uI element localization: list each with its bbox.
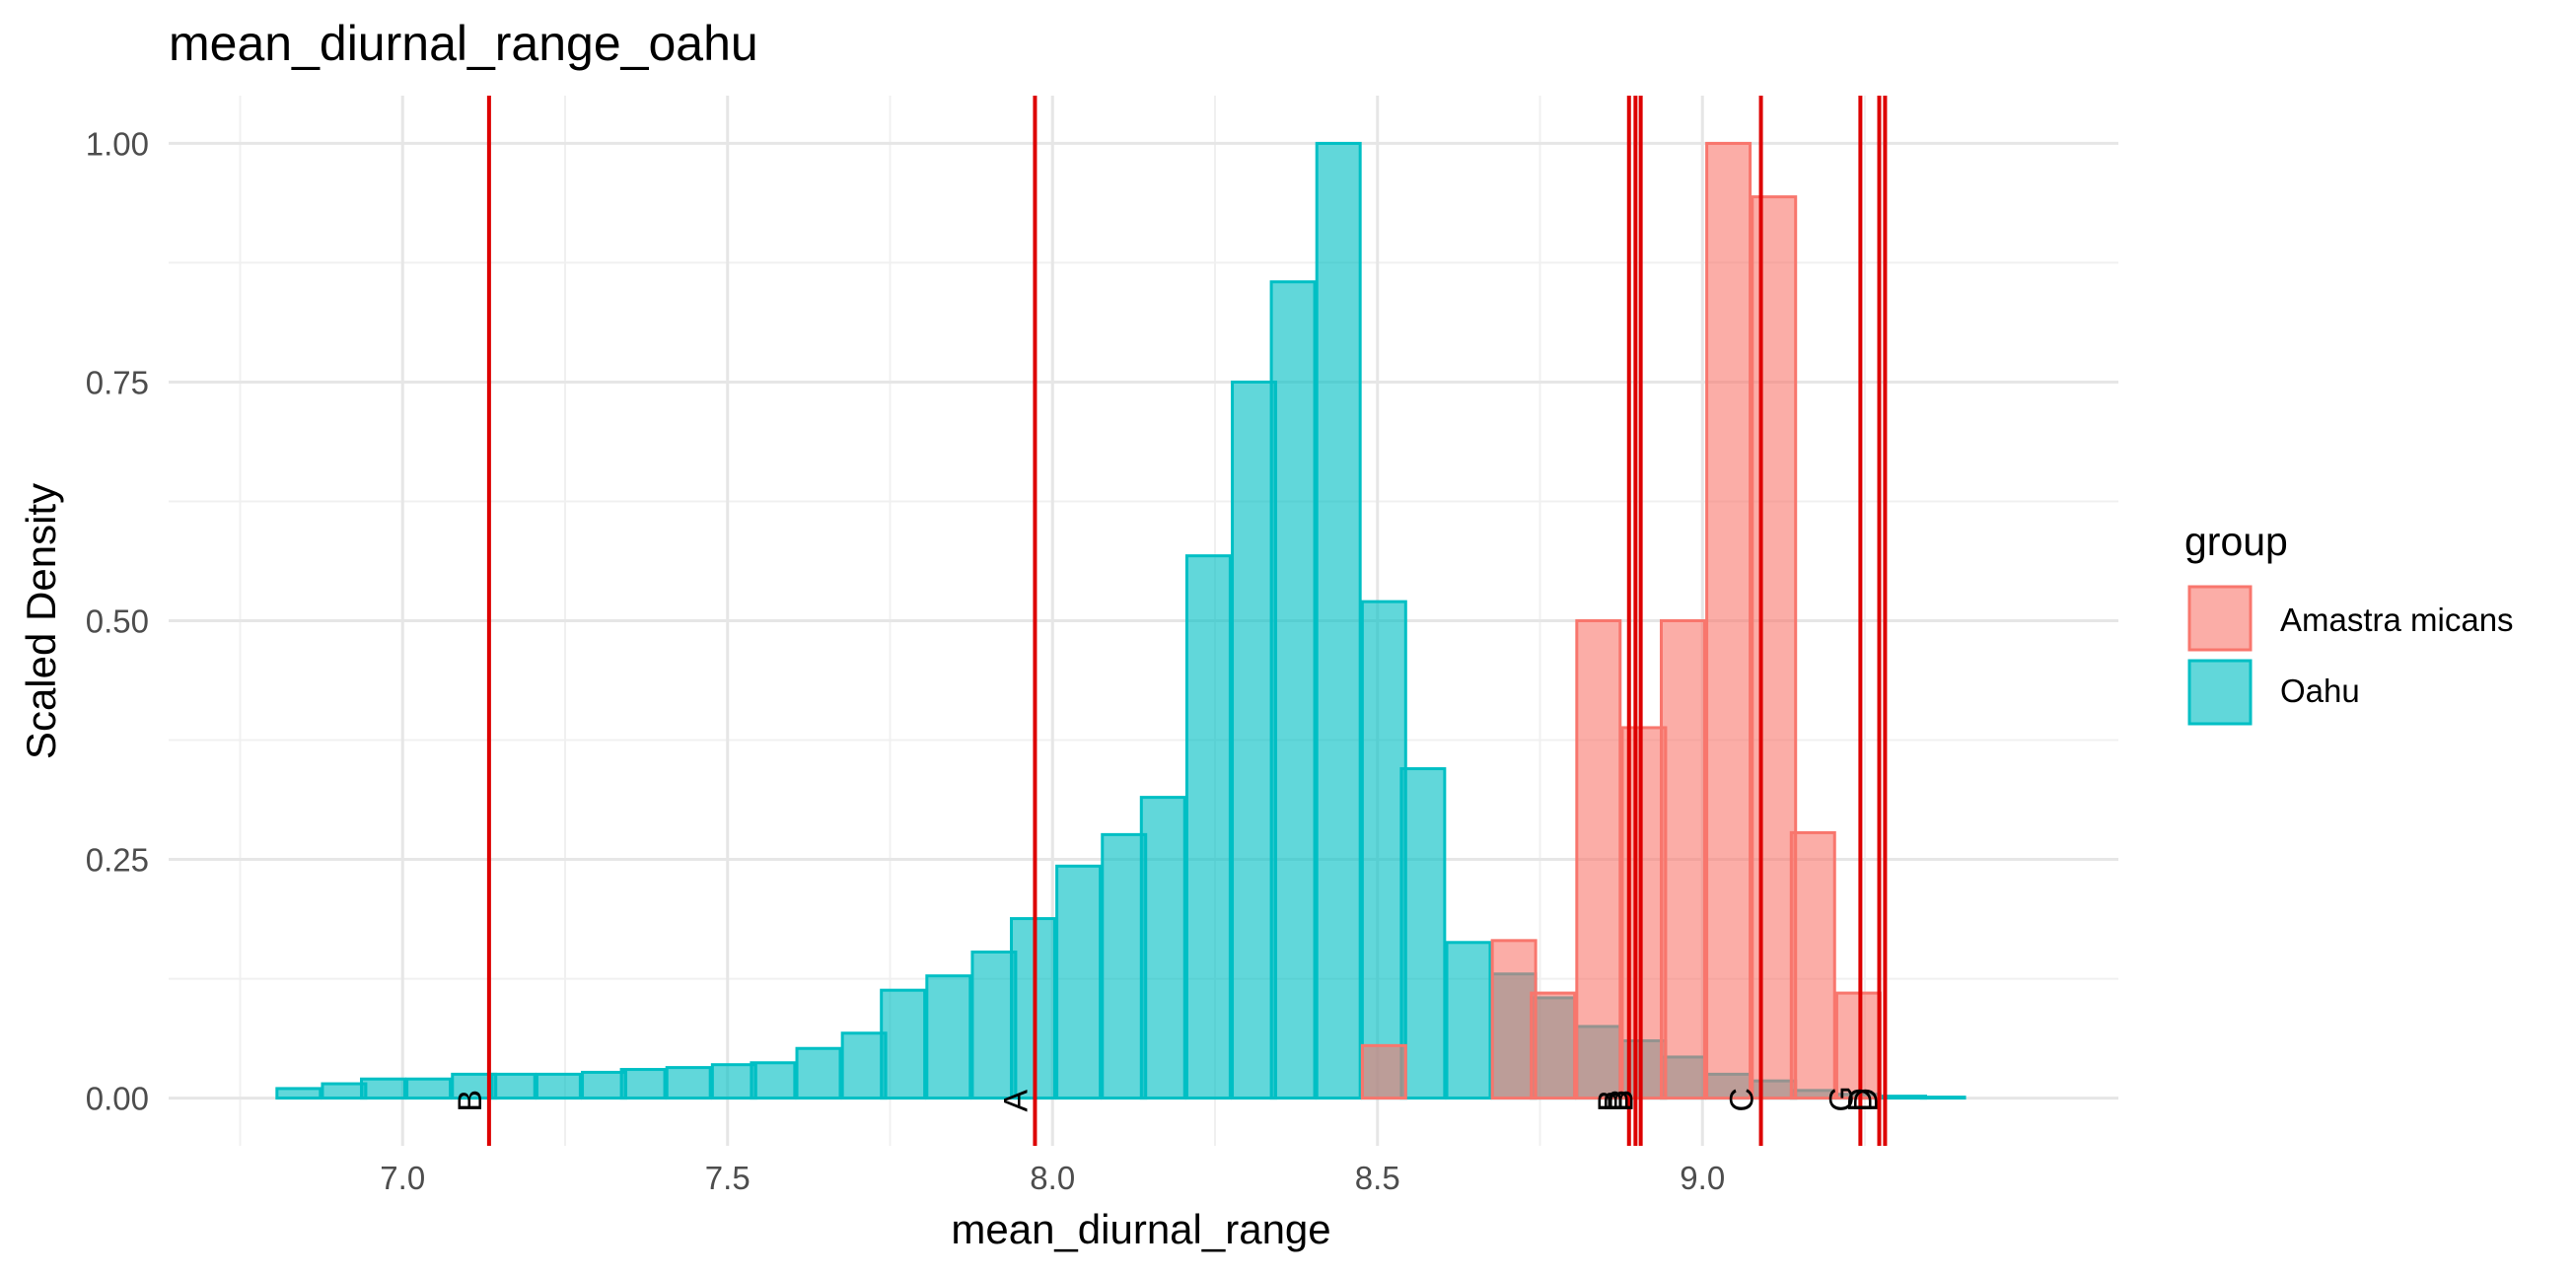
- bar-oahu: [1231, 380, 1278, 1100]
- bar-oahu: [405, 1077, 453, 1100]
- bar-oahu: [489, 1072, 537, 1100]
- x-tick-label: 8.5: [1355, 1160, 1400, 1196]
- bar-oahu: [1184, 554, 1232, 1100]
- legend-title: group: [2184, 519, 2288, 564]
- legend-key-oahu: [2187, 659, 2253, 726]
- bar-oahu: [1360, 600, 1407, 1100]
- chart-title: mean_diurnal_range_oahu: [169, 16, 758, 71]
- reference-line-label: C: [1724, 1088, 1761, 1112]
- reference-line-label: B: [452, 1090, 489, 1112]
- y-axis-title: Scaled Density: [18, 483, 64, 759]
- y-tick-label: 0.25: [86, 842, 149, 879]
- reference-lines: [486, 96, 1888, 1146]
- reference-line-label: B: [1598, 1090, 1635, 1112]
- x-tick-label: 7.5: [705, 1160, 751, 1196]
- bar-oahu: [925, 974, 972, 1100]
- bar-amastra-micans: [1530, 991, 1577, 1100]
- reference-line-label: B: [1604, 1090, 1641, 1112]
- reference-line-labels: B A BBB C GDD: [452, 1086, 1886, 1111]
- bar-oahu: [1055, 864, 1103, 1100]
- bar-oahu: [840, 1031, 888, 1100]
- bar-oahu: [1445, 941, 1492, 1100]
- bar-oahu: [1399, 767, 1447, 1100]
- bar-oahu: [710, 1063, 757, 1100]
- bar-oahu: [750, 1061, 797, 1100]
- bar-oahu: [795, 1046, 842, 1100]
- legend: group Amastra micans Oahu: [2184, 519, 2514, 726]
- x-tick-label: 9.0: [1680, 1160, 1725, 1196]
- reference-line-label: D: [1847, 1088, 1885, 1112]
- bar-amastra-micans: [1659, 619, 1706, 1100]
- bar-amastra-micans: [1490, 939, 1538, 1100]
- bar-amastra-micans: [1575, 619, 1622, 1100]
- reference-line-label: D: [1841, 1088, 1879, 1112]
- y-axis-tick-labels: 0.00 0.25 0.50 0.75 1.00: [86, 125, 149, 1116]
- y-tick-label: 0.50: [86, 603, 149, 640]
- bar-oahu: [880, 988, 927, 1100]
- legend-label-oahu: Oahu: [2280, 673, 2360, 709]
- legend-label-amastra-micans: Amastra micans: [2280, 602, 2514, 638]
- legend-key-amastra-micans: [2187, 585, 2253, 652]
- series-amastra-micans-bars: [1360, 141, 1882, 1100]
- bar-oahu: [581, 1070, 628, 1100]
- bar-oahu: [359, 1077, 406, 1100]
- x-axis-tick-labels: 7.0 7.5 8.0 8.5 9.0: [380, 1160, 1725, 1196]
- bar-amastra-micans: [1705, 141, 1753, 1100]
- bar-oahu: [321, 1082, 368, 1100]
- reference-line-label: G: [1823, 1086, 1860, 1111]
- bar-oahu: [275, 1087, 322, 1100]
- bar-amastra-micans: [1751, 195, 1798, 1100]
- bar-oahu: [1269, 280, 1317, 1100]
- bar-oahu: [1881, 1095, 1928, 1100]
- bar-oahu: [1315, 141, 1362, 1100]
- reference-line-label: B: [1592, 1090, 1629, 1112]
- bar-oahu: [970, 950, 1018, 1100]
- y-tick-label: 1.00: [86, 125, 149, 162]
- bar-amastra-micans: [1360, 1043, 1407, 1100]
- bar-oahu: [619, 1068, 667, 1100]
- y-tick-label: 0.00: [86, 1081, 149, 1117]
- x-tick-label: 7.0: [380, 1160, 425, 1196]
- bar-oahu: [1101, 832, 1148, 1100]
- bar-oahu: [535, 1072, 582, 1100]
- reference-line-label: A: [997, 1090, 1035, 1112]
- bar-oahu: [1139, 796, 1186, 1100]
- x-axis-title: mean_diurnal_range: [951, 1206, 1330, 1252]
- y-tick-label: 0.75: [86, 364, 149, 400]
- bar-oahu: [665, 1066, 712, 1100]
- bar-amastra-micans: [1789, 830, 1836, 1100]
- x-tick-label: 8.0: [1030, 1160, 1075, 1196]
